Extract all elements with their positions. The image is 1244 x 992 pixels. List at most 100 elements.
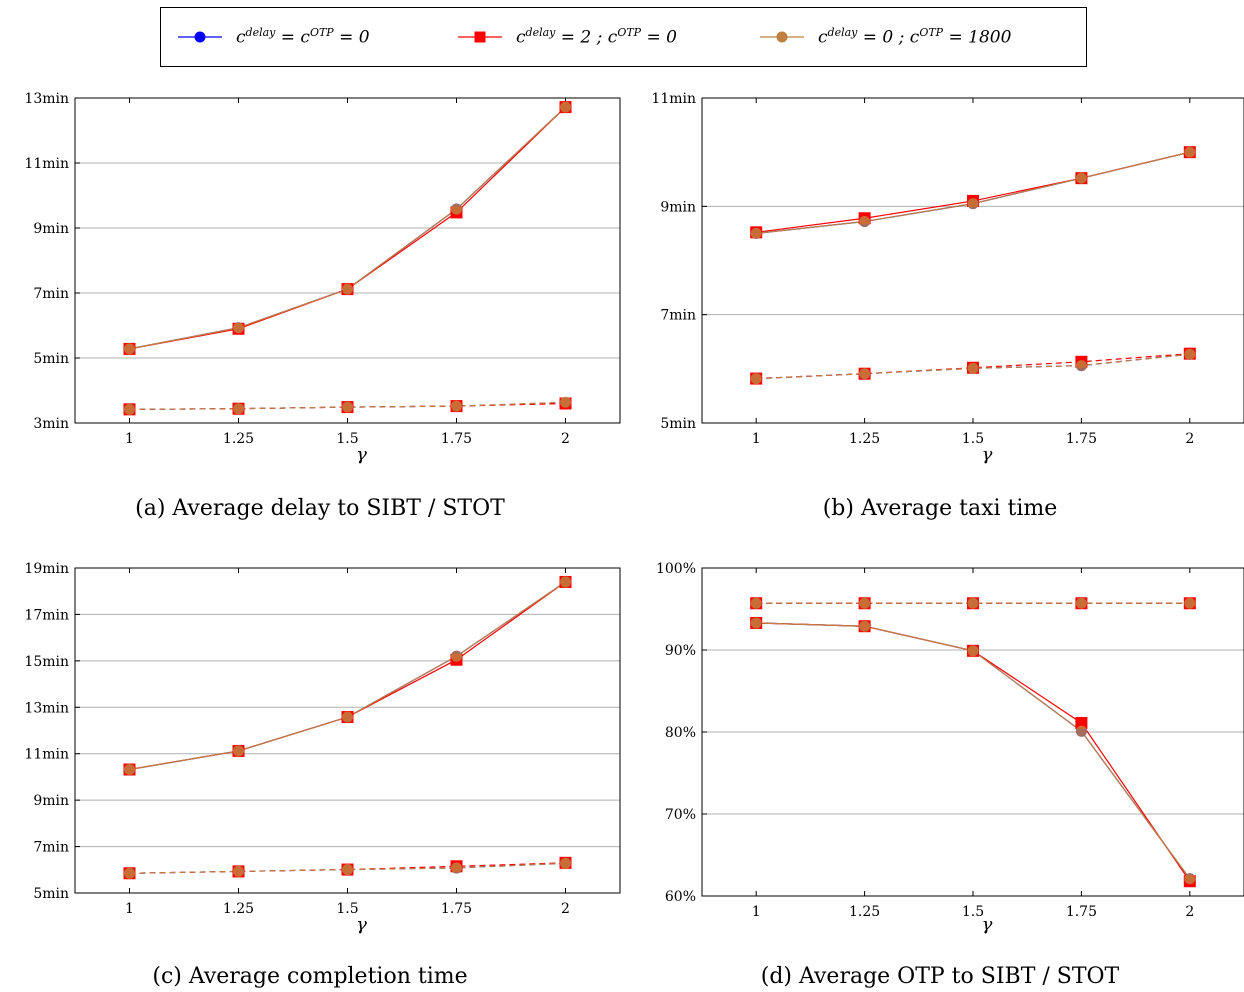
chart-c-xtick-label-2: 1.5	[336, 901, 358, 917]
chart-b-caption: (b) Average taxi time	[822, 496, 1058, 521]
chart-a-series-2-point-4	[560, 101, 571, 113]
chart-a-plot: 3min 5min 7min 9min 11min 13min 1 1.25 1.5 1.75 2 γ	[24, 91, 621, 465]
chart-b-series-5-point-0	[750, 373, 762, 385]
chart-c-xlabel: γ	[356, 914, 367, 935]
chart-a-xtick-label-4: 2	[561, 431, 570, 447]
chart-a-ytick-label-5: 13min	[24, 91, 69, 107]
chart-c-ytick-label-6: 17min	[24, 607, 69, 623]
chart-b-xlabel: γ	[982, 444, 993, 465]
chart-a-caption: (a) Average delay to SIBT / STOT	[135, 496, 505, 521]
chart-b-xtick-label-1: 1.25	[849, 431, 880, 447]
chart-c-series-5-point-4	[560, 857, 571, 869]
chart-a-series-5-point-3	[451, 400, 462, 412]
chart-panel-a: 3min 5min 7min 9min 11min 13min 1 1.25 1.5 1.75 2 γ…	[0, 0, 622, 521]
chart-a-series-5-point-0	[124, 403, 135, 415]
chart-c-xtick-label-1: 1.25	[223, 901, 254, 917]
chart-d-series-2-point-3	[1075, 725, 1087, 737]
chart-a-ytick-label-3: 9min	[33, 221, 69, 237]
chart-c-xtick-label-4: 2	[561, 901, 570, 917]
chart-d-xtick-label-3: 1.75	[1066, 904, 1097, 920]
legend-label-2: cdelay = 0 ; cOTP = 1800	[818, 26, 1012, 48]
chart-b-series-5-line	[756, 353, 1190, 380]
chart-b-series-5-point-3	[1075, 360, 1087, 372]
chart-b-series-2-point-1	[859, 216, 871, 227]
chart-c-ytick-label-2: 9min	[33, 793, 69, 809]
chart-d-series-5-point-1	[859, 597, 871, 609]
chart-a-series-2-point-3	[451, 203, 462, 215]
chart-a-xtick-label-1: 1.25	[223, 431, 254, 447]
chart-d-series-5-point-4	[1184, 597, 1196, 609]
chart-b-ytick-label-2: 9min	[660, 199, 696, 215]
chart-c-ytick-label-1: 7min	[33, 840, 69, 856]
chart-d-series-2-point-0	[750, 617, 762, 629]
chart-c-xtick-label-3: 1.75	[441, 901, 472, 917]
legend-swatch-1	[458, 31, 502, 43]
chart-a-ytick-label-4: 11min	[24, 156, 69, 172]
legend-entry-1: cdelay = 2 ; cOTP = 0	[458, 8, 677, 66]
chart-c-ytick-label-4: 13min	[24, 700, 69, 716]
chart-d-caption: (d) Average OTP to SIBT / STOT	[760, 964, 1120, 989]
chart-b-ytick-label-3: 11min	[651, 91, 696, 107]
chart-a-series-2-point-1	[233, 322, 244, 334]
chart-c-series-2-point-1	[233, 745, 244, 757]
chart-b-xtick-label-2: 1.5	[962, 431, 984, 447]
chart-c-ytick-label-3: 11min	[24, 747, 69, 763]
legend-swatch-0	[178, 31, 222, 43]
chart-c-xtick-label-0: 1	[125, 901, 134, 917]
chart-a-ytick-label-1: 5min	[33, 351, 69, 367]
chart-b-series-2-point-0	[750, 227, 762, 239]
chart-c-series-2-point-0	[124, 764, 135, 775]
chart-d-ytick-label-0: 60%	[665, 889, 696, 905]
chart-panel-c: 5min 7min 9min 11min 13min 15min 17min 19min 1 1.…	[24, 561, 621, 989]
chart-d-series-5-point-2	[967, 597, 979, 609]
chart-d-xlabel: γ	[982, 914, 993, 935]
chart-d-series-2-point-4	[1184, 873, 1196, 885]
chart-b-ytick-label-1: 7min	[660, 308, 696, 324]
chart-c-series-5-point-3	[451, 862, 462, 874]
legend-entry-0: cdelay = cOTP = 0	[178, 8, 370, 66]
legend-entry-2: cdelay = 0 ; cOTP = 1800	[760, 8, 1011, 66]
chart-d-xtick-label-1: 1.25	[849, 904, 880, 920]
chart-d-ytick-label-4: 100%	[656, 561, 696, 577]
chart-d-xtick-label-4: 2	[1185, 904, 1194, 920]
chart-d-series-2-line	[756, 622, 1191, 880]
chart-a-ytick-label-0: 3min	[33, 416, 69, 432]
chart-c-series-2-point-3	[451, 650, 462, 662]
legend-label-1: cdelay = 2 ; cOTP = 0	[516, 26, 677, 48]
chart-c-plot: 5min 7min 9min 11min 13min 15min 17min 19min 1 1.…	[24, 561, 621, 935]
chart-d-series-1-line	[756, 622, 1191, 882]
legend-label-0: cdelay = cOTP = 0	[236, 26, 370, 48]
chart-a-xlabel: γ	[356, 444, 367, 465]
chart-d-series-0-line	[756, 622, 1191, 880]
chart-d-series-5-point-3	[1075, 597, 1087, 609]
chart-a-series-5-point-1	[233, 403, 244, 415]
chart-d-ytick-label-2: 80%	[665, 725, 696, 741]
chart-a-series-5-point-4	[560, 396, 571, 408]
chart-c-series-5-line	[129, 862, 566, 874]
chart-b-plot: 5min 7min 9min 11min 1 1.25 1.5 1.75 2 γ	[651, 91, 1244, 465]
chart-d-series-2-point-1	[859, 620, 871, 632]
chart-b-xtick-label-3: 1.75	[1066, 431, 1097, 447]
chart-d-series-1-point-3	[1075, 716, 1088, 729]
chart-b-xtick-label-4: 2	[1185, 431, 1194, 447]
chart-b-ytick-label-0: 5min	[660, 416, 696, 432]
chart-panel-b: 5min 7min 9min 11min 1 1.25 1.5 1.75 2 γ (b) Aver…	[651, 91, 1244, 521]
chart-c-ytick-label-5: 15min	[24, 654, 69, 670]
chart-d-ytick-label-1: 70%	[665, 807, 696, 823]
chart-b-series-5-point-4	[1184, 348, 1196, 360]
chart-c-ytick-label-7: 19min	[24, 561, 69, 577]
chart-a-series-5-point-2	[342, 401, 353, 413]
chart-d-series-2-point-2	[967, 645, 979, 657]
chart-c-series-2-point-4	[560, 576, 571, 588]
chart-c-caption: (c) Average completion time	[152, 964, 468, 989]
chart-d-ytick-label-3: 90%	[665, 643, 696, 659]
chart-c-series-5-point-0	[124, 867, 135, 879]
chart-a-xtick-label-3: 1.75	[441, 431, 472, 447]
legend-swatch-2	[760, 31, 804, 43]
chart-a-xtick-label-2: 1.5	[336, 431, 358, 447]
legend: cdelay = cOTP = 0 cdelay = 2 ; cOTP = 0 …	[160, 7, 1087, 67]
chart-a-series-2-point-2	[342, 283, 353, 295]
chart-c-ytick-label-0: 5min	[33, 886, 69, 902]
